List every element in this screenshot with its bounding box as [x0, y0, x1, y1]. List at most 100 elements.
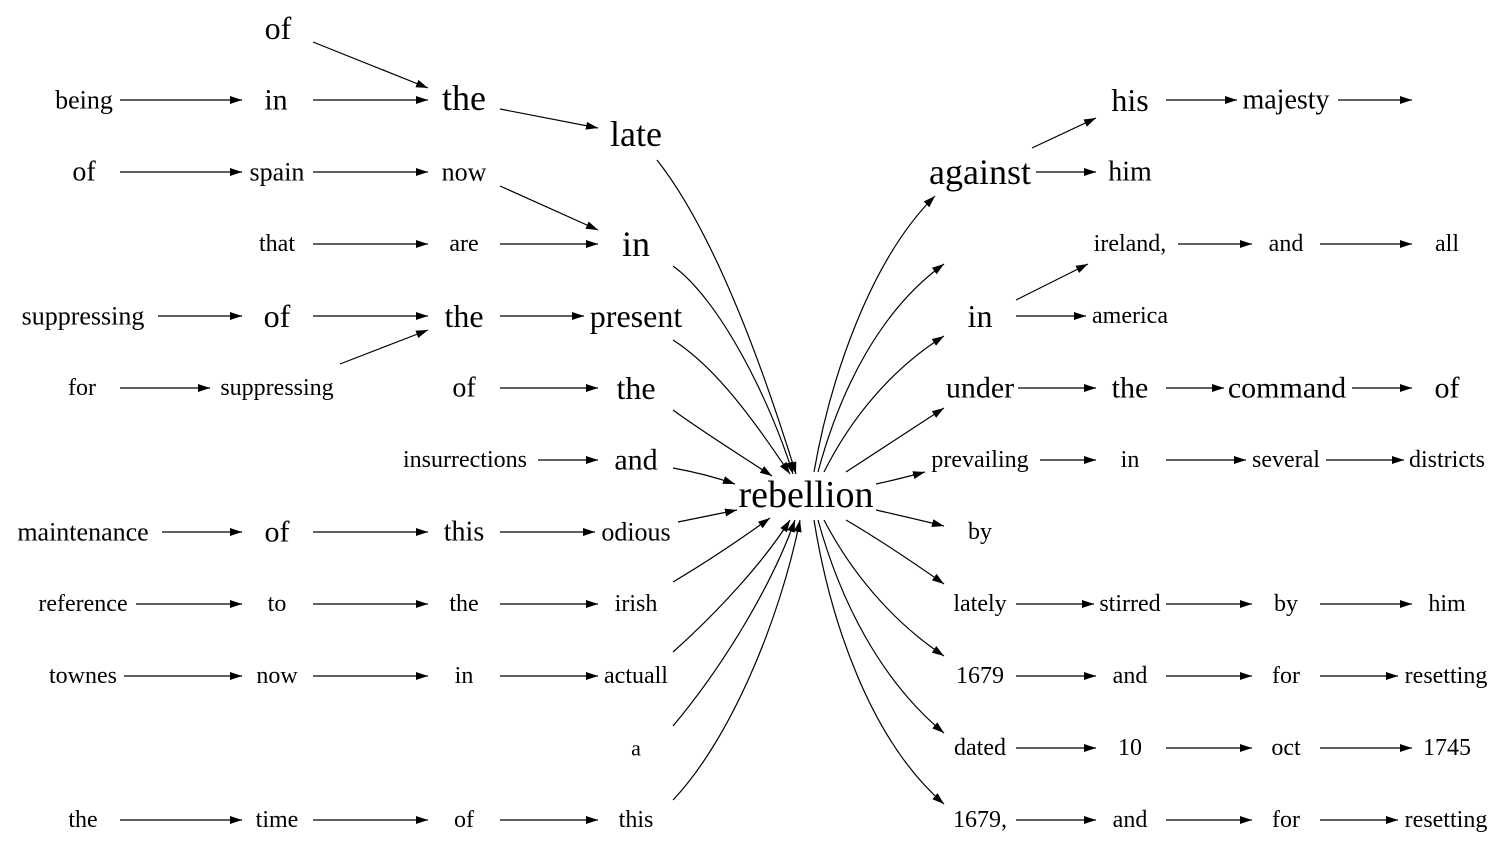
edge: [656, 159, 797, 475]
word-node: of: [72, 157, 96, 188]
word-node: by: [1274, 591, 1298, 617]
word-node: in: [622, 224, 650, 264]
left-edges: [120, 41, 599, 824]
edge: [672, 339, 791, 475]
word-node: prevailing: [931, 447, 1028, 473]
center-word: rebellion: [738, 474, 873, 516]
word-node: of: [454, 807, 474, 833]
word-node: the: [616, 370, 655, 406]
word-node: stirred: [1099, 591, 1160, 617]
edge: [672, 517, 771, 583]
word-node: the: [449, 591, 478, 617]
word-node: maintenance: [17, 518, 148, 547]
word-node: townes: [49, 663, 117, 689]
word-node: america: [1092, 303, 1168, 329]
edge: [845, 519, 945, 585]
edge: [672, 519, 791, 653]
word-node: the: [1112, 372, 1149, 405]
edge: [339, 329, 429, 365]
word-node: all: [1435, 231, 1459, 257]
word-node: of: [1435, 372, 1460, 405]
word-node: late: [610, 114, 662, 154]
word-node: odious: [601, 518, 670, 547]
word-node: of: [265, 10, 292, 46]
edge: [677, 508, 738, 523]
word-node: now: [442, 158, 487, 187]
word-node: in: [968, 298, 993, 334]
word-node: districts: [1409, 447, 1485, 473]
word-node: a: [631, 736, 641, 761]
word-node: under: [946, 372, 1014, 405]
edge: [875, 509, 945, 527]
word-node: resetting: [1405, 663, 1488, 689]
edge: [1031, 117, 1097, 149]
word-node: the: [442, 78, 486, 118]
edge: [813, 195, 936, 473]
right-edges: [1015, 96, 1412, 824]
word-node: 1679: [956, 663, 1004, 689]
word-node: spain: [250, 158, 305, 187]
word-node: present: [590, 298, 683, 334]
word-node: reference: [38, 591, 127, 617]
word-node: the: [68, 807, 97, 833]
word-node: in: [264, 84, 287, 117]
word-node: and: [1269, 231, 1304, 257]
word-node: 10: [1118, 735, 1142, 761]
word-node: now: [256, 663, 298, 689]
word-node: his: [1111, 82, 1148, 118]
edge: [312, 41, 429, 89]
word-node: this: [444, 517, 484, 548]
edge: [672, 519, 796, 727]
word-node: for: [1272, 663, 1300, 689]
word-node: majesty: [1242, 85, 1329, 116]
center-out-edges: [813, 195, 945, 805]
edge: [817, 263, 945, 473]
word-node: 1745: [1423, 735, 1471, 761]
edge: [499, 185, 599, 231]
word-node: and: [614, 444, 657, 477]
word-node: for: [68, 375, 96, 401]
edge: [672, 467, 736, 485]
word-node: that: [259, 231, 295, 257]
word-node: of: [264, 298, 291, 334]
word-node: of: [452, 373, 476, 404]
edge: [875, 471, 926, 485]
word-node: and: [1113, 807, 1148, 833]
center-in-edges: [656, 159, 802, 801]
edge: [817, 519, 945, 734]
word-node: against: [929, 152, 1031, 192]
word-node: suppressing: [22, 302, 145, 331]
edge: [672, 519, 802, 801]
edge: [672, 409, 773, 477]
word-node: irish: [615, 591, 658, 617]
word-node: several: [1252, 447, 1320, 473]
word-node: actuall: [604, 663, 668, 689]
word-node: resetting: [1405, 807, 1488, 833]
word-node: the: [444, 298, 483, 334]
word-node: dated: [954, 735, 1006, 761]
word-node: insurrections: [403, 447, 527, 473]
edge: [499, 108, 599, 130]
word-node: him: [1108, 157, 1152, 188]
edge: [823, 335, 945, 473]
left-words: of being in the late of spain now that a…: [17, 10, 682, 833]
word-node: time: [256, 807, 299, 833]
edge: [823, 519, 945, 657]
word-node: being: [55, 86, 113, 115]
word-node: of: [265, 516, 290, 549]
word-node: and: [1113, 663, 1148, 689]
right-words: his majesty against him ireland, and all…: [929, 82, 1487, 833]
word-node: by: [968, 519, 992, 545]
word-node: suppressing: [220, 375, 333, 401]
edge: [672, 265, 794, 475]
word-node: for: [1272, 807, 1300, 833]
word-node: in: [455, 663, 474, 689]
edge: [845, 407, 945, 473]
word-node: oct: [1271, 735, 1301, 761]
word-node: to: [268, 591, 287, 617]
word-node: 1679,: [953, 807, 1007, 833]
word-node: ireland,: [1094, 231, 1167, 257]
edge: [1015, 263, 1089, 301]
edge: [813, 519, 945, 805]
